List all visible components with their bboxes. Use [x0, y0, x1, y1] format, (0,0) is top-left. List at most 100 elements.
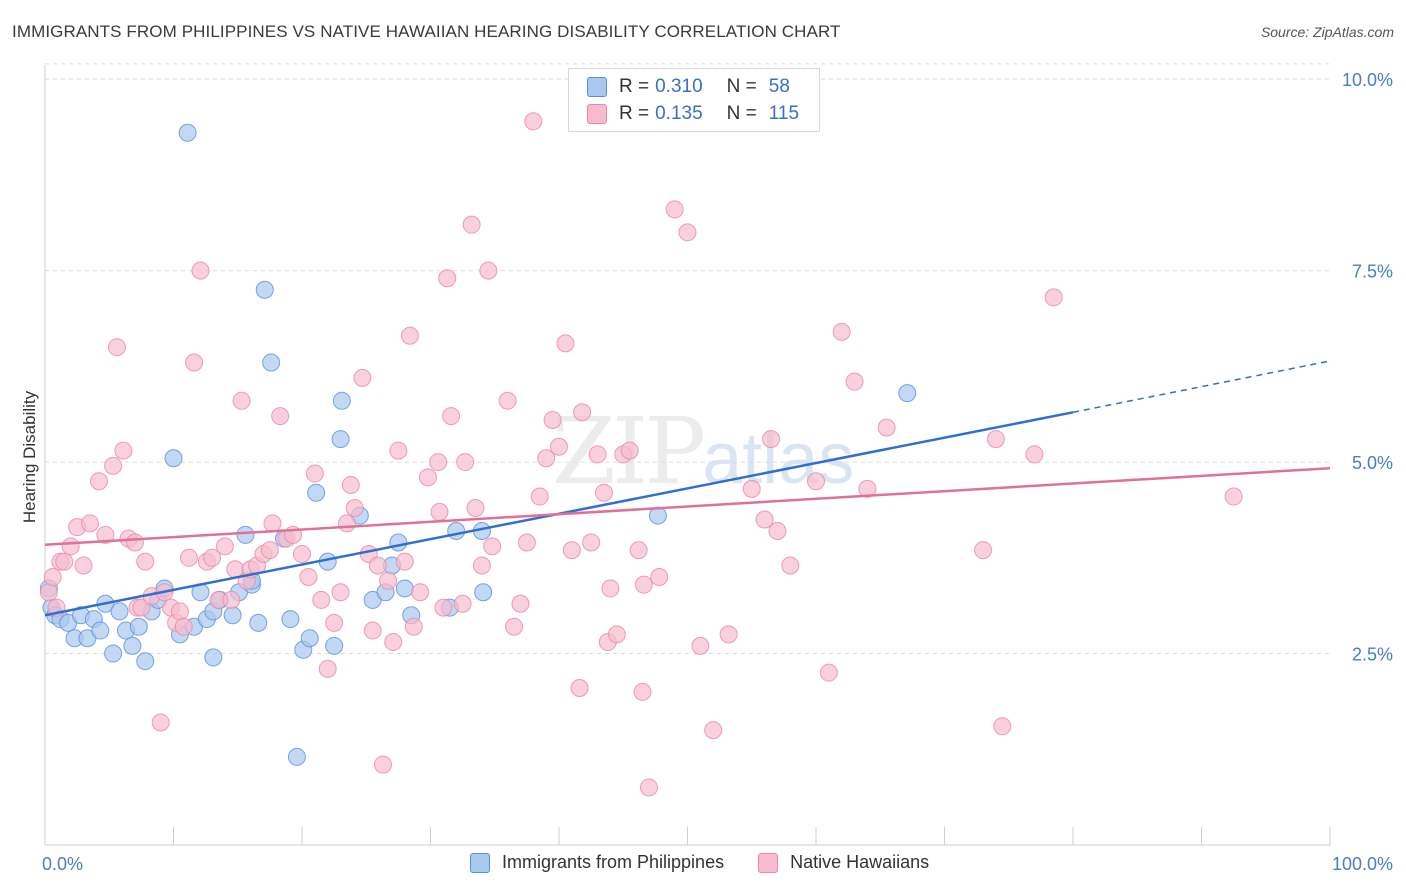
- data-point: [845, 372, 864, 391]
- data-point: [762, 430, 781, 449]
- r-value: 0.310: [655, 76, 703, 97]
- data-point: [74, 556, 93, 575]
- data-point: [550, 437, 568, 456]
- data-point: [104, 644, 123, 663]
- data-point: [80, 514, 99, 533]
- data-point: [363, 621, 382, 640]
- data-point: [215, 537, 234, 556]
- n-label: N =: [726, 76, 757, 97]
- data-point: [136, 552, 155, 571]
- data-point: [556, 334, 575, 353]
- data-point: [601, 579, 620, 598]
- data-point: [96, 525, 115, 544]
- legend-item-philippines[interactable]: Immigrants from Philippines: [470, 852, 724, 873]
- data-point: [178, 123, 197, 142]
- data-point: [341, 476, 360, 495]
- stats-row-hawaiians: R = 0.135 N = 115: [587, 102, 799, 126]
- data-point: [174, 617, 193, 636]
- chart-title: IMMIGRANTS FROM PHILIPPINES VS NATIVE HA…: [12, 22, 841, 41]
- data-point: [974, 541, 993, 560]
- data-point: [263, 514, 282, 533]
- data-point: [588, 445, 607, 464]
- data-point: [418, 468, 437, 487]
- data-point: [379, 571, 398, 590]
- x-tick-label: 100.0%: [1332, 854, 1393, 874]
- data-point: [179, 548, 198, 567]
- data-point: [517, 533, 536, 552]
- data-point: [986, 430, 1005, 449]
- data-point: [114, 441, 133, 460]
- data-point: [307, 483, 326, 502]
- data-point: [325, 636, 344, 655]
- data-point: [389, 441, 408, 460]
- data-point: [260, 541, 279, 560]
- source-credit: Source: ZipAtlas.com: [1260, 24, 1394, 40]
- data-point: [434, 598, 453, 617]
- data-point: [400, 326, 419, 345]
- data-point: [318, 659, 337, 678]
- n-value: 115: [768, 103, 800, 124]
- data-point: [110, 602, 129, 621]
- data-point: [170, 602, 189, 621]
- data-point: [858, 479, 877, 498]
- data-point: [203, 548, 222, 567]
- data-point: [125, 533, 144, 552]
- data-point: [164, 449, 183, 468]
- data-point: [107, 338, 126, 357]
- legend-label-hawaiians: Native Hawaiians: [790, 852, 930, 872]
- y-tick-label: 2.5%: [1352, 645, 1393, 665]
- data-point: [129, 617, 148, 636]
- r-value: 0.135: [655, 103, 703, 124]
- data-point: [633, 682, 652, 701]
- data-point: [411, 583, 430, 602]
- data-point: [582, 533, 601, 552]
- data-point: [807, 472, 825, 491]
- data-point: [456, 453, 475, 472]
- data-point: [325, 613, 344, 632]
- data-point: [43, 567, 62, 586]
- data-point: [404, 617, 423, 636]
- data-point: [438, 269, 457, 288]
- data-point: [232, 391, 251, 410]
- data-point: [639, 778, 658, 797]
- x-tick-label: 0.0%: [42, 854, 83, 874]
- series-legend: Immigrants from Philippines Native Hawai…: [470, 852, 963, 873]
- data-point: [1025, 445, 1044, 464]
- data-point: [395, 579, 414, 598]
- data-point: [293, 544, 311, 563]
- data-point: [287, 747, 306, 766]
- swatch-philippines: [587, 77, 607, 97]
- swatch-hawaiians: [587, 104, 607, 124]
- data-point: [993, 717, 1012, 736]
- data-point: [1224, 487, 1243, 506]
- data-point: [331, 583, 350, 602]
- data-point: [353, 368, 372, 387]
- data-point: [524, 112, 543, 131]
- data-point: [629, 541, 648, 560]
- data-point: [331, 430, 350, 449]
- data-point: [55, 552, 74, 571]
- data-point: [389, 533, 408, 552]
- data-point: [236, 525, 255, 544]
- data-point: [620, 441, 639, 460]
- data-point: [607, 625, 626, 644]
- data-point: [373, 755, 392, 774]
- data-point: [332, 391, 351, 410]
- y-tick-label: 10.0%: [1342, 70, 1393, 90]
- data-point: [300, 629, 319, 648]
- data-point: [442, 407, 461, 426]
- data-point: [474, 583, 493, 602]
- r-label: R =: [619, 103, 650, 124]
- legend-item-hawaiians[interactable]: Native Hawaiians: [758, 852, 929, 873]
- data-point: [299, 567, 318, 586]
- data-point: [691, 636, 710, 655]
- data-point: [204, 648, 223, 667]
- data-point: [832, 322, 851, 341]
- data-point: [262, 353, 281, 372]
- data-point: [704, 721, 723, 740]
- data-point: [255, 280, 274, 299]
- trend-line: [44, 466, 1331, 547]
- data-point: [678, 223, 697, 242]
- data-point: [91, 621, 110, 640]
- data-point: [877, 418, 896, 437]
